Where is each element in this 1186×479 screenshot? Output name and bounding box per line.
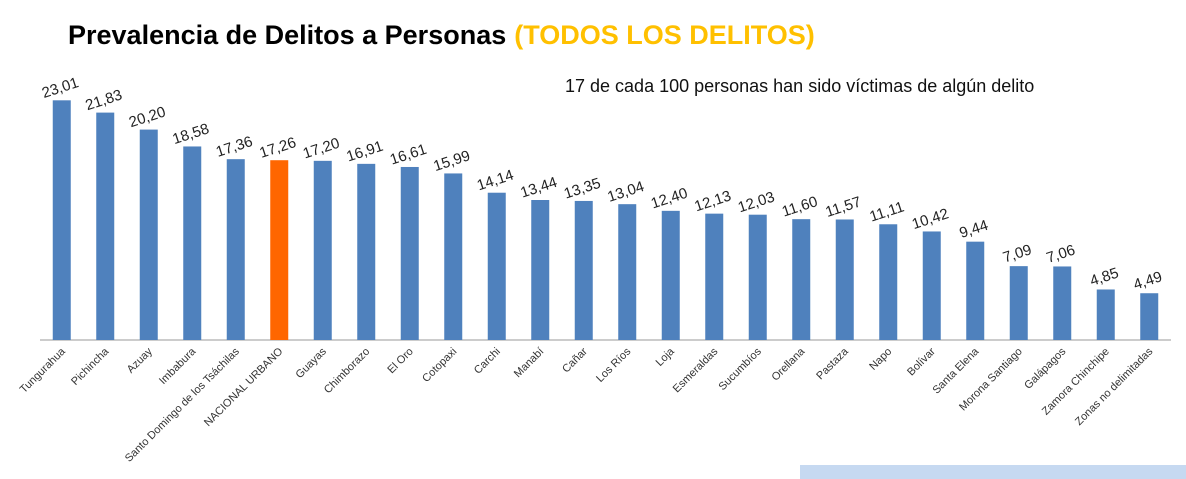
value-label: 11,60: [780, 193, 820, 220]
value-label: 21,83: [83, 86, 124, 114]
bar: [1009, 266, 1028, 340]
bar: [52, 100, 71, 340]
value-label: 4,85: [1088, 265, 1121, 290]
value-label: 17,20: [301, 135, 342, 163]
x-tick-label: Sucumbíos: [716, 345, 764, 393]
x-tick-label: Cotopaxi: [420, 346, 459, 385]
bar: [574, 200, 593, 340]
bar: [444, 173, 463, 340]
bar: [226, 159, 245, 340]
value-label: 18,58: [170, 120, 211, 148]
value-label: 9,44: [957, 217, 990, 242]
value-label: 10,42: [910, 205, 951, 233]
bar: [1096, 289, 1115, 340]
x-tick-label: Tungurahua: [18, 345, 69, 396]
bar: [705, 213, 724, 340]
x-tick-label: Carchi: [472, 346, 503, 377]
x-tick-label: Los Ríos: [594, 345, 634, 385]
value-label: 12,40: [649, 185, 690, 213]
bar: [183, 146, 202, 340]
value-label: 14,14: [475, 167, 516, 195]
value-label: 12,13: [692, 187, 733, 215]
bar: [966, 241, 985, 340]
x-tick-label: Cañar: [560, 345, 590, 375]
bar: [313, 160, 332, 340]
value-label: 23,01: [40, 74, 81, 102]
bar: [835, 219, 854, 340]
bar: [96, 112, 115, 341]
value-label: 13,35: [562, 175, 603, 203]
bar: [487, 192, 506, 340]
bar: [1140, 293, 1159, 340]
x-tick-label: Napo: [867, 346, 894, 373]
x-tick-label: NACIONAL URBANO: [202, 345, 286, 429]
bar: [748, 214, 767, 340]
x-tick-label: Azuay: [125, 345, 155, 375]
x-tick-label: Manabí: [512, 346, 546, 380]
value-label: 7,06: [1044, 242, 1077, 267]
bar: [270, 160, 289, 340]
bar: [357, 163, 376, 340]
footer-box: [800, 465, 1186, 479]
value-label: 13,04: [605, 178, 646, 206]
x-tick-label: Guayas: [294, 345, 330, 381]
value-label: 17,26: [257, 134, 298, 162]
x-tick-label: Pichincha: [69, 345, 112, 388]
value-label: 13,44: [518, 174, 559, 202]
bar: [400, 166, 419, 340]
value-label: 16,61: [388, 141, 429, 169]
chart-title: Prevalencia de Delitos a Personas (TODOS …: [68, 20, 815, 50]
value-label: 20,20: [127, 103, 168, 131]
title-highlight: (TODOS LOS DELITOS): [514, 20, 815, 50]
x-tick-label: Pastaza: [814, 345, 851, 382]
bar: [922, 231, 941, 340]
value-label: 7,09: [1001, 241, 1034, 266]
x-tick-label: Orellana: [769, 345, 808, 384]
bar: [618, 204, 637, 340]
bar: [1053, 266, 1072, 340]
x-tick-label: Loja: [654, 345, 678, 369]
value-label: 16,91: [344, 138, 385, 166]
x-tick-label: Zonas no delimitadas: [1073, 345, 1156, 428]
bar: [879, 224, 898, 340]
value-label: 17,36: [214, 133, 255, 161]
annotation: 17 de cada 100 personas han sido víctima…: [565, 76, 1034, 96]
x-tick-label: Bolívar: [905, 345, 938, 378]
x-tick-label: Chimborazo: [322, 346, 372, 396]
bar: [661, 210, 680, 340]
x-tick-label: Galápagos: [1022, 345, 1068, 391]
bar: [792, 219, 811, 340]
value-label: 15,99: [431, 147, 472, 175]
value-label: 4,49: [1131, 268, 1164, 293]
value-label: 12,03: [736, 189, 777, 217]
x-tick-label: El Oro: [385, 346, 416, 377]
bar: [139, 129, 158, 340]
value-label: 11,11: [867, 198, 906, 225]
bar: [531, 200, 550, 340]
value-label: 11,57: [823, 193, 863, 220]
x-tick-label: Imbabura: [157, 345, 199, 387]
x-tick-label: Esmeraldas: [671, 345, 721, 395]
title-main: Prevalencia de Delitos a Personas: [68, 20, 506, 50]
